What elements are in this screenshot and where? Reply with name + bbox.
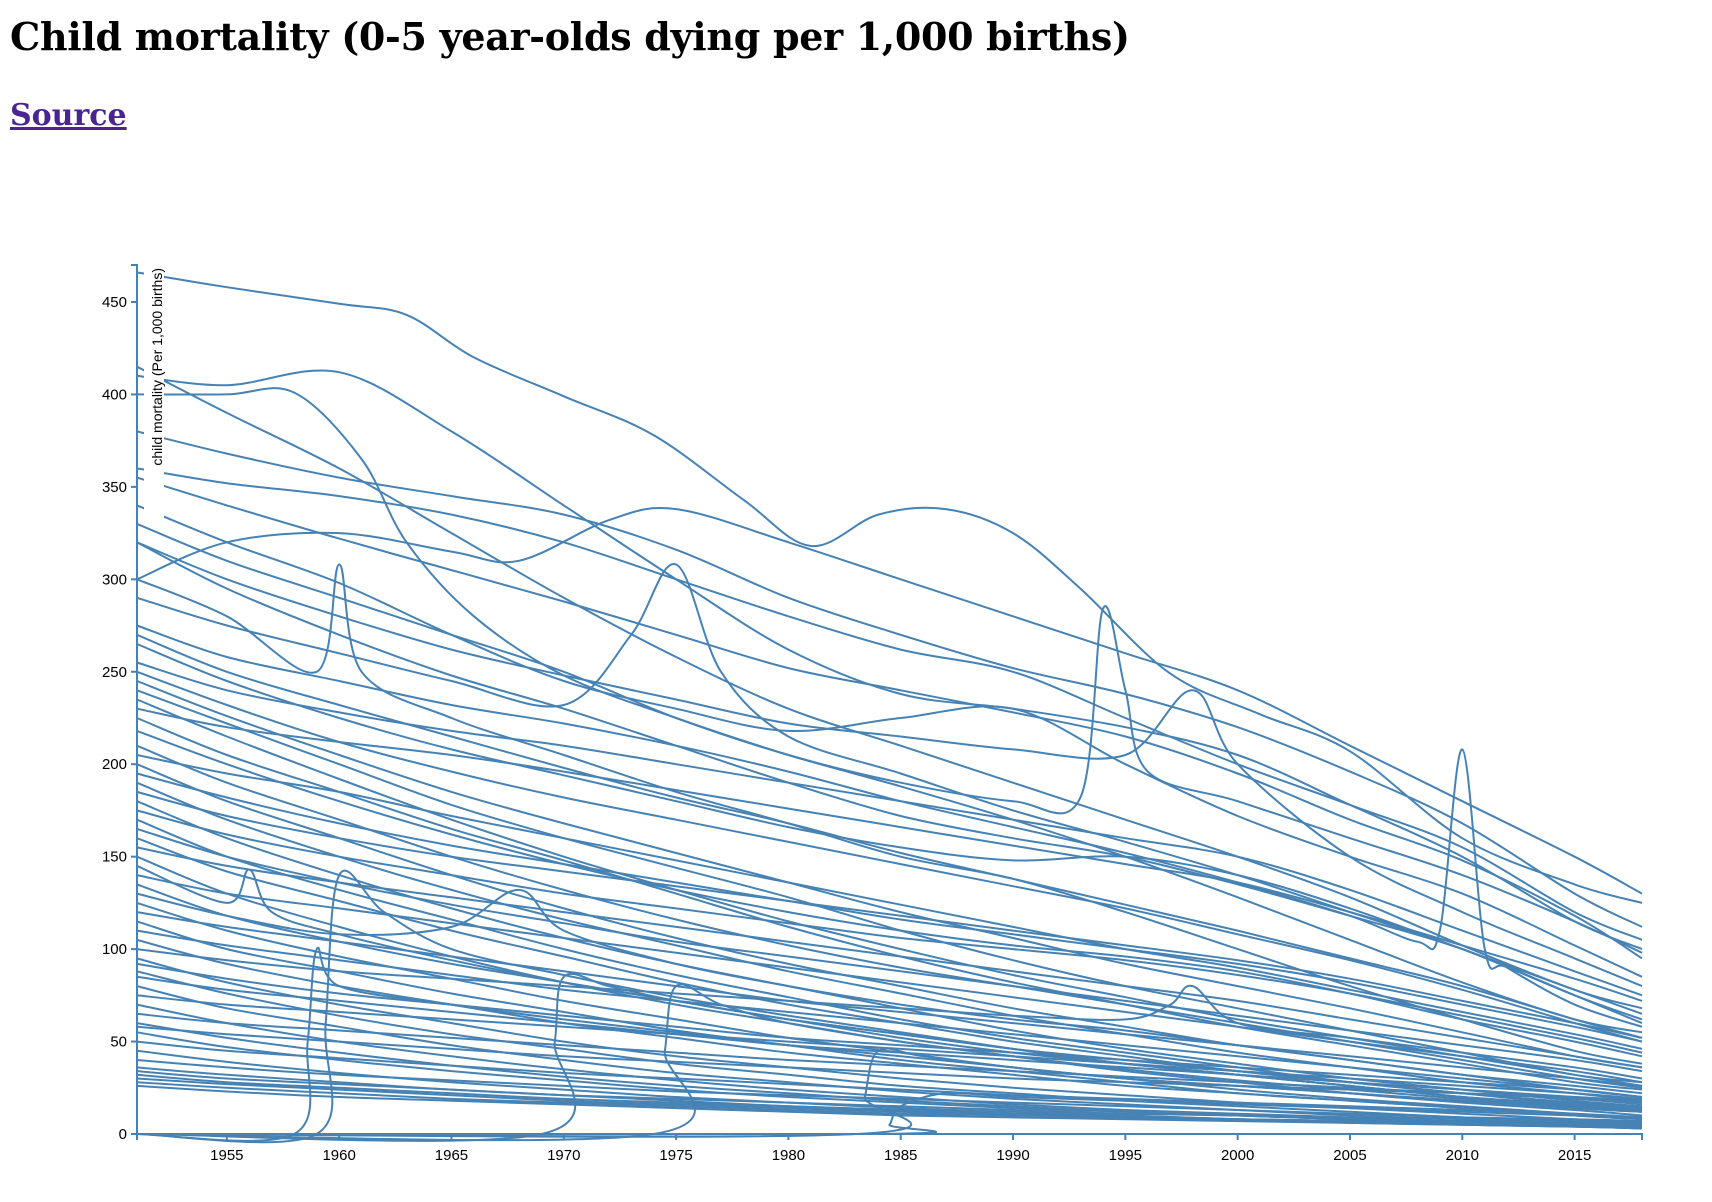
series-line [136,846,1643,1069]
x-tick-label: 2005 [1333,1147,1366,1164]
series-line [136,522,1643,954]
y-tick-label: 400 [102,386,127,403]
y-tick-label: 450 [102,294,127,311]
series-line [136,975,1643,1104]
series-line [136,633,1643,1039]
x-tick-label: 2015 [1558,1147,1591,1164]
series-line [136,729,1643,1058]
series-line [136,994,1643,1100]
series-line [136,504,1643,978]
series-line [136,744,1643,1089]
series-line [136,670,1643,1043]
series-line [136,369,1643,951]
series-line [136,624,1643,1028]
source-link[interactable]: Source [10,98,127,133]
series-line [136,827,1643,1073]
y-tick-label: 100 [102,941,127,958]
series-line [136,983,1643,1142]
x-axis: 1955 1960 1965 1970 1975 1980 1985 1990 1995 2000… [136,1133,1643,1164]
x-tick-label: 1960 [322,1147,355,1164]
series-line [136,809,1643,1054]
series-line [136,430,1643,928]
y-axis: 0 50 100 150 200 250 300 350 400 450 [102,264,138,1143]
y-tick-label: 200 [102,756,127,773]
series-line [136,707,1643,1002]
series-line [136,1059,1643,1123]
series-line [136,698,1643,1087]
series-line [136,790,1643,1039]
series-line [136,1081,1643,1128]
y-tick-label: 0 [119,1126,127,1143]
series-line [136,962,1643,1098]
series-line [136,1047,1643,1138]
series-line [136,781,1643,1102]
y-axis-title: child mortality (Per 1,000 births) [149,268,165,466]
series-line [136,888,1643,1095]
x-axis-line [136,1133,1643,1140]
series-line [136,661,1643,997]
series-lines [136,271,1643,1144]
y-axis-title-background [144,262,164,522]
y-tick-label: 150 [102,849,127,866]
x-tick-label: 2010 [1446,1147,1479,1164]
x-tick-label: 1970 [547,1147,580,1164]
series-line [136,476,1643,960]
series-line [136,874,1643,1084]
series-line [136,772,1643,1043]
series-line [136,938,1643,1121]
x-tick-label: 1955 [210,1147,243,1164]
series-line [136,754,1643,1050]
series-line [136,365,1643,1010]
x-tick-label: 2000 [1221,1147,1254,1164]
y-tick-label: 250 [102,664,127,681]
series-line [136,541,1643,1025]
series-line [136,507,1643,895]
y-tick-label: 50 [110,1034,127,1051]
series-line [136,957,1643,1124]
series-line [136,541,1643,988]
series-line [136,929,1643,1098]
series-line [136,467,1643,941]
y-tick-label: 350 [102,479,127,496]
series-line [136,1084,1643,1130]
x-tick-label: 1975 [659,1147,692,1164]
x-tick-label: 1980 [772,1147,805,1164]
x-tick-label: 1985 [884,1147,917,1164]
series-line [136,271,1643,904]
series-line [136,1040,1643,1119]
series-line [136,972,1643,1142]
page-title: Child mortality (0-5 year-olds dying per… [10,14,1130,59]
x-tick-label: 1965 [435,1147,468,1164]
y-tick-label: 300 [102,571,127,588]
x-tick-label: 1990 [996,1147,1029,1164]
series-line [136,948,1643,1080]
series-line [136,680,1643,1069]
x-tick-label: 1995 [1109,1147,1142,1164]
axis-title-group: child mortality (Per 1,000 births) [144,262,165,522]
series-line [136,911,1643,1087]
